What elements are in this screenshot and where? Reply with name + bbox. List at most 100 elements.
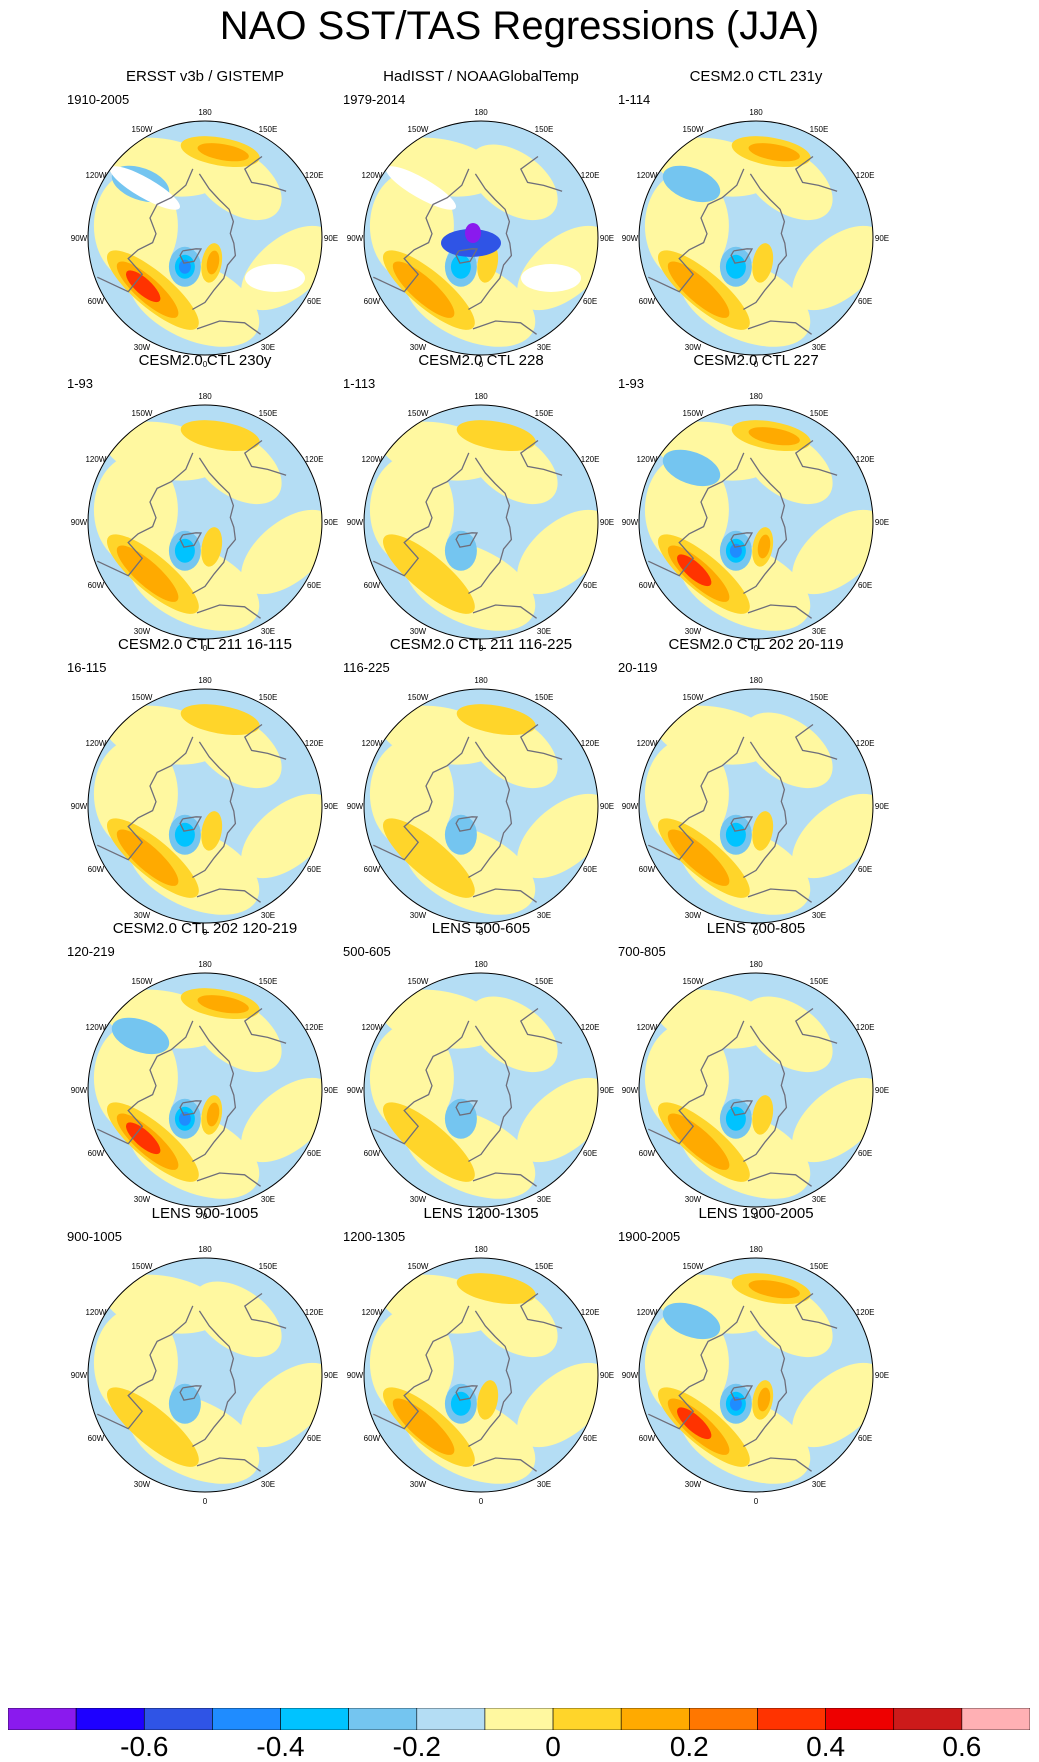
- coastline: [455, 816, 479, 832]
- longitude-label: 60W: [639, 1149, 656, 1158]
- coastline: [196, 1457, 261, 1472]
- coastline: [743, 457, 788, 594]
- panel-title: CESM2.0 CTL 211 116-225: [389, 636, 573, 653]
- panel-period: 1-93: [618, 376, 645, 391]
- panel-title: LENS 1200-1305: [423, 1205, 539, 1222]
- longitude-label: 120W: [636, 1023, 657, 1032]
- longitude-label: 60E: [307, 581, 321, 590]
- contour-region: [441, 229, 501, 257]
- contour-region: [444, 1098, 477, 1139]
- contour-region: [477, 1380, 499, 1420]
- panel-title: CESM2.0 CTL 211 16-115: [118, 636, 292, 653]
- longitude-label: 90E: [600, 518, 614, 527]
- longitude-label: 150E: [535, 409, 554, 418]
- longitude-label: 0: [754, 1212, 759, 1221]
- panel-title: LENS 700-805: [706, 920, 806, 937]
- coastline: [179, 1385, 203, 1401]
- longitude-label: 120W: [636, 739, 657, 748]
- map-border: [638, 404, 874, 640]
- longitude-label: 30E: [812, 627, 826, 636]
- longitude-label: 60W: [88, 1434, 105, 1443]
- map-panel: CESM2.0 CTL 228 180 150E 120E 90E 60E 30E 0 30W 6…: [331, 352, 631, 670]
- contour-region: [792, 225, 873, 311]
- longitude-label: 90W: [71, 1086, 88, 1095]
- longitude-label: 150E: [535, 1262, 554, 1271]
- polar-map: 180 150E 120E 90E 60E 30E 0 30W 60W 90W 120W 150W: [71, 960, 338, 1221]
- longitude-label: 60W: [88, 865, 105, 874]
- panel-period: 1-93: [67, 376, 94, 391]
- map-border: [363, 688, 599, 924]
- panel-period: 1910-2005: [67, 92, 130, 107]
- longitude-label: 30E: [261, 1195, 275, 1204]
- longitude-label: 180: [198, 108, 212, 117]
- coastline: [97, 736, 194, 861]
- polar-map: 180 150E 120E 90E 60E 30E 0 30W 60W 90W 120W 150W: [71, 392, 338, 653]
- contour-region: [180, 420, 260, 452]
- panel-period: 20-119: [618, 660, 658, 675]
- contour-region: [743, 996, 833, 1073]
- longitude-label: 60E: [858, 297, 872, 306]
- longitude-label: 150E: [259, 977, 278, 986]
- contour-region: [444, 814, 477, 855]
- map-border: [363, 120, 599, 356]
- coastline: [747, 604, 812, 619]
- map-panel: LENS 1900-2005 180 150E 120E 90E 60E 30E 0 30W 60…: [606, 1205, 906, 1523]
- longitude-label: 60E: [583, 1149, 597, 1158]
- coastline: [455, 532, 479, 548]
- longitude-label: 30W: [410, 1195, 427, 1204]
- contour-region: [125, 1122, 161, 1155]
- longitude-label: 30E: [812, 343, 826, 352]
- longitude-label: 150E: [259, 409, 278, 418]
- contour-region: [662, 449, 721, 487]
- contour-region: [201, 527, 223, 567]
- panel-period: 1-113: [343, 376, 376, 391]
- longitude-label: 150E: [810, 409, 829, 418]
- longitude-label: 30W: [410, 1480, 427, 1489]
- coastline: [743, 1310, 788, 1447]
- coastline: [455, 1385, 479, 1401]
- colorbar-tick-label: 0.6: [942, 1731, 982, 1762]
- panel-period: 1900-2005: [618, 1229, 681, 1244]
- contour-region: [382, 1102, 475, 1182]
- coastline: [192, 741, 237, 878]
- coastline: [192, 173, 237, 310]
- colorbar-tick-label: 0.4: [806, 1731, 846, 1762]
- map-panel: LENS 500-605 180 150E 120E 90E 60E 30E 0 30W 60W 9…: [331, 920, 631, 1238]
- map-panel: CESM2.0 CTL 202 20-119 180 150E 120E 90E 60E 3…: [606, 636, 906, 954]
- longitude-label: 90E: [600, 802, 614, 811]
- longitude-label: 60W: [639, 581, 656, 590]
- longitude-label: 150E: [810, 977, 829, 986]
- contour-region: [757, 1387, 771, 1412]
- coastline: [519, 1007, 563, 1044]
- longitude-label: 60E: [858, 581, 872, 590]
- longitude-label: 90W: [347, 518, 364, 527]
- polar-map: 180 150E 120E 90E 60E 30E 0 30W 60W 90W 120W 150W: [622, 960, 889, 1221]
- longitude-label: 30W: [685, 1195, 702, 1204]
- longitude-label: 150W: [408, 1262, 429, 1271]
- longitude-label: 60W: [364, 1434, 381, 1443]
- longitude-label: 120W: [636, 171, 657, 180]
- contour-region: [392, 1398, 455, 1455]
- coastline: [468, 173, 513, 310]
- longitude-label: 60W: [88, 581, 105, 590]
- coastline: [243, 439, 287, 476]
- panel-period: 116-225: [343, 660, 390, 675]
- contour-region: [748, 143, 800, 162]
- longitude-label: 90E: [875, 802, 889, 811]
- polar-map: 180 150E 120E 90E 60E 30E 0 30W 60W 90W 120W 150W: [622, 108, 889, 369]
- longitude-label: 180: [749, 960, 763, 969]
- contour-region: [241, 1077, 322, 1163]
- longitude-label: 90E: [324, 518, 338, 527]
- polar-map: 180 150E 120E 90E 60E 30E 0 30W 60W 90W 120W 150W: [622, 676, 889, 937]
- longitude-label: 90W: [71, 802, 88, 811]
- coastline: [519, 1292, 563, 1329]
- longitude-label: 0: [203, 360, 208, 369]
- map-border: [87, 972, 323, 1208]
- contour-region: [729, 543, 742, 558]
- longitude-label: 180: [749, 392, 763, 401]
- longitude-label: 60W: [364, 1149, 381, 1158]
- longitude-label: 60E: [307, 297, 321, 306]
- panel-period: 900-1005: [67, 1229, 122, 1244]
- longitude-label: 60E: [583, 297, 597, 306]
- contour-region: [180, 704, 260, 736]
